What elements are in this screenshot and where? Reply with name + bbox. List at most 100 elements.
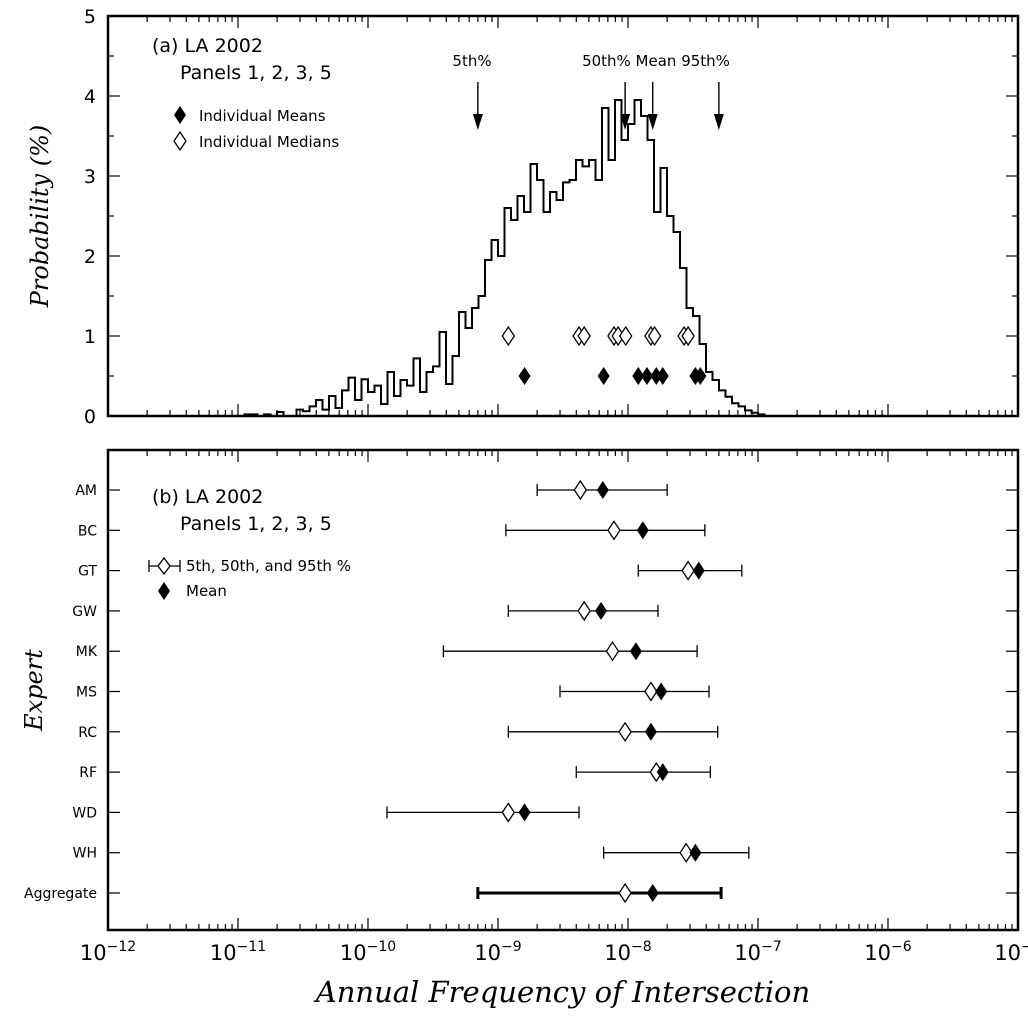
panel-b-expert-estimates: AM BC GT GW MK MS RC RF WD WH Aggregate (b) LA 200… xyxy=(20,448,1028,1009)
panel-a-probability-histogram: 0 1 2 3 4 5 (a) LA 2002 Panels 1, 2, 3, 5 Ind… xyxy=(26,6,1020,428)
mean-marker xyxy=(655,682,668,701)
x-tick-label-base: 10 xyxy=(734,941,761,965)
panel-a-y-axis-title: Probability (%) xyxy=(26,125,54,309)
y-tick-label: 0 xyxy=(84,406,96,428)
panel-a-minor-ticks xyxy=(107,16,1019,416)
mean-marker xyxy=(656,763,669,782)
individual-mean-marker xyxy=(650,367,663,385)
median-marker xyxy=(681,560,695,581)
individual-median-marker xyxy=(618,325,633,347)
x-tick-label: 10−6 xyxy=(864,939,911,965)
mean-marker xyxy=(596,481,609,499)
percentile-arrow-head xyxy=(472,114,483,130)
median-marker xyxy=(679,842,693,863)
individual-median-marker xyxy=(647,325,662,347)
x-tick-label-base: 10 xyxy=(604,941,631,965)
percentile-arrow-head xyxy=(647,114,658,130)
percentile-label-group: 50th% Mean 95th% xyxy=(582,52,730,70)
expert-row: AM xyxy=(75,479,1018,501)
percentile-arrow-head xyxy=(620,114,631,130)
panel-b-label: (b) LA 2002 xyxy=(152,486,263,508)
expert-label: RF xyxy=(79,765,97,781)
percentile-arrow-head xyxy=(713,114,724,130)
probability-histogram xyxy=(243,99,766,417)
median-marker xyxy=(573,479,588,501)
legend-filled-diamond-icon xyxy=(174,106,186,124)
expert-label: Aggregate xyxy=(24,886,97,902)
individual-mean-marker xyxy=(518,367,531,385)
individual-means-markers xyxy=(518,367,707,385)
individual-median-marker xyxy=(681,325,695,347)
legend-open-diamond-icon xyxy=(173,130,187,152)
x-tick-label-exponent: −12 xyxy=(107,939,137,955)
expert-row: BC xyxy=(78,520,1018,541)
mean-marker xyxy=(646,884,659,902)
expert-row: Aggregate xyxy=(24,882,1018,904)
individual-mean-marker xyxy=(632,367,645,385)
x-tick-label-exponent: −8 xyxy=(631,939,652,955)
expert-label: WD xyxy=(72,805,97,821)
individual-median-marker xyxy=(501,325,516,347)
x-tick-label-base: 10 xyxy=(864,941,891,965)
expert-label: GT xyxy=(78,564,97,580)
individual-medians-markers xyxy=(501,325,695,347)
mean-marker xyxy=(595,601,608,620)
panel-a-y-ticks: 0 1 2 3 4 5 xyxy=(84,6,1018,428)
expert-label: GW xyxy=(72,604,97,620)
x-tick-label-exponent: −7 xyxy=(761,939,782,955)
legend-filled-diamond-icon xyxy=(158,582,170,600)
x-tick-label-exponent: −5 xyxy=(1021,939,1028,955)
x-tick-label: 10−12 xyxy=(80,939,136,965)
y-tick-label: 4 xyxy=(84,86,96,108)
x-tick-label: 10−9 xyxy=(474,939,521,965)
median-marker xyxy=(501,802,516,823)
expert-row: MK xyxy=(76,641,1018,662)
legend-individual-medians: Individual Medians xyxy=(199,133,339,151)
x-tick-label-exponent: −11 xyxy=(237,939,267,955)
x-tick-label: 10−5 xyxy=(994,939,1028,965)
expert-label: MS xyxy=(76,685,97,701)
x-tick-label: 10−10 xyxy=(340,939,396,965)
expert-row: RF xyxy=(79,761,1018,783)
x-tick-label-exponent: −10 xyxy=(367,939,397,955)
median-marker xyxy=(618,721,632,742)
expert-row: WD xyxy=(72,802,1018,823)
x-axis-title: Annual Frequency of Intersection xyxy=(313,975,810,1009)
median-marker xyxy=(605,641,620,662)
panel-b-minor-ticks xyxy=(107,450,1019,930)
x-tick-label-base: 10 xyxy=(474,941,501,965)
mean-marker xyxy=(644,722,657,741)
x-tick-label: 10−11 xyxy=(210,939,266,965)
x-tick-label-base: 10 xyxy=(994,941,1021,965)
individual-mean-marker xyxy=(656,367,669,385)
x-tick-label-exponent: −9 xyxy=(501,939,522,955)
expert-label: AM xyxy=(75,483,97,499)
individual-mean-marker xyxy=(694,367,707,385)
expert-row: WH xyxy=(73,842,1018,863)
panel-b-sublabel: Panels 1, 2, 3, 5 xyxy=(180,513,332,535)
panel-b-frame xyxy=(106,448,1020,932)
individual-mean-marker xyxy=(640,367,653,385)
mean-marker xyxy=(636,521,649,540)
legend-individual-means: Individual Means xyxy=(199,107,326,125)
expert-row: GW xyxy=(72,600,1018,622)
x-tick-label: 10−7 xyxy=(734,939,781,965)
y-tick-label: 2 xyxy=(84,246,96,268)
median-marker xyxy=(607,520,621,541)
percentile-arrows xyxy=(472,82,724,130)
expert-row: RC xyxy=(78,721,1018,742)
y-tick-label: 3 xyxy=(84,166,96,188)
expert-label: RC xyxy=(78,725,97,741)
median-marker xyxy=(618,882,632,904)
mean-marker xyxy=(692,561,705,580)
y-tick-label: 1 xyxy=(84,326,96,348)
mean-marker xyxy=(518,803,531,822)
percentile-label-5th: 5th% xyxy=(452,52,491,70)
legend-open-diamond-icon xyxy=(157,556,171,576)
expert-label: BC xyxy=(78,523,97,539)
panel-a-legend: Individual Means Individual Medians xyxy=(173,106,339,152)
expert-row: GT xyxy=(78,560,1018,581)
individual-mean-marker xyxy=(597,367,610,385)
